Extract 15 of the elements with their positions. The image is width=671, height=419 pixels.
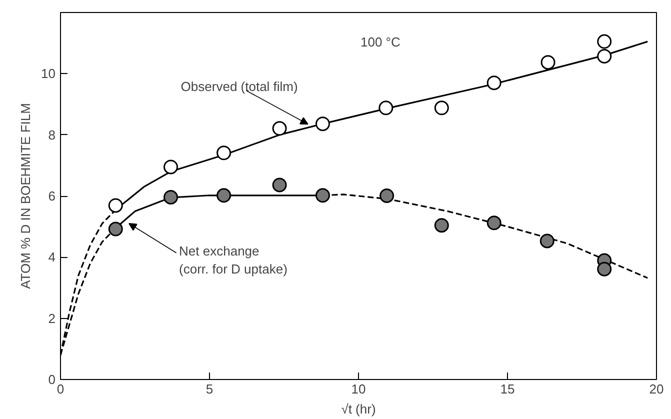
y-tick-label: 2 — [48, 310, 56, 326]
y-tick-label: 4 — [48, 250, 56, 265]
x-axis-title: √t (hr) — [341, 402, 376, 416]
x-tick-label: 15 — [500, 382, 515, 396]
y-tick-label: 6 — [48, 188, 56, 204]
y-tick-label: 0 — [48, 372, 56, 387]
y-tick-label: 8 — [48, 127, 56, 142]
x-tick-label: 5 — [206, 382, 214, 396]
annotation: 100 °C — [360, 34, 400, 50]
x-tick-label: 10 — [351, 382, 366, 396]
x-tick-label: 20 — [649, 382, 664, 396]
annotation: Observed (total film) — [180, 79, 298, 94]
y-tick-label: 10 — [41, 66, 56, 82]
y-axis-title: ATOM % D IN BOEHMITE FILM — [18, 103, 34, 289]
annotation: Net exchange (corr. for D uptake) — [179, 244, 288, 277]
